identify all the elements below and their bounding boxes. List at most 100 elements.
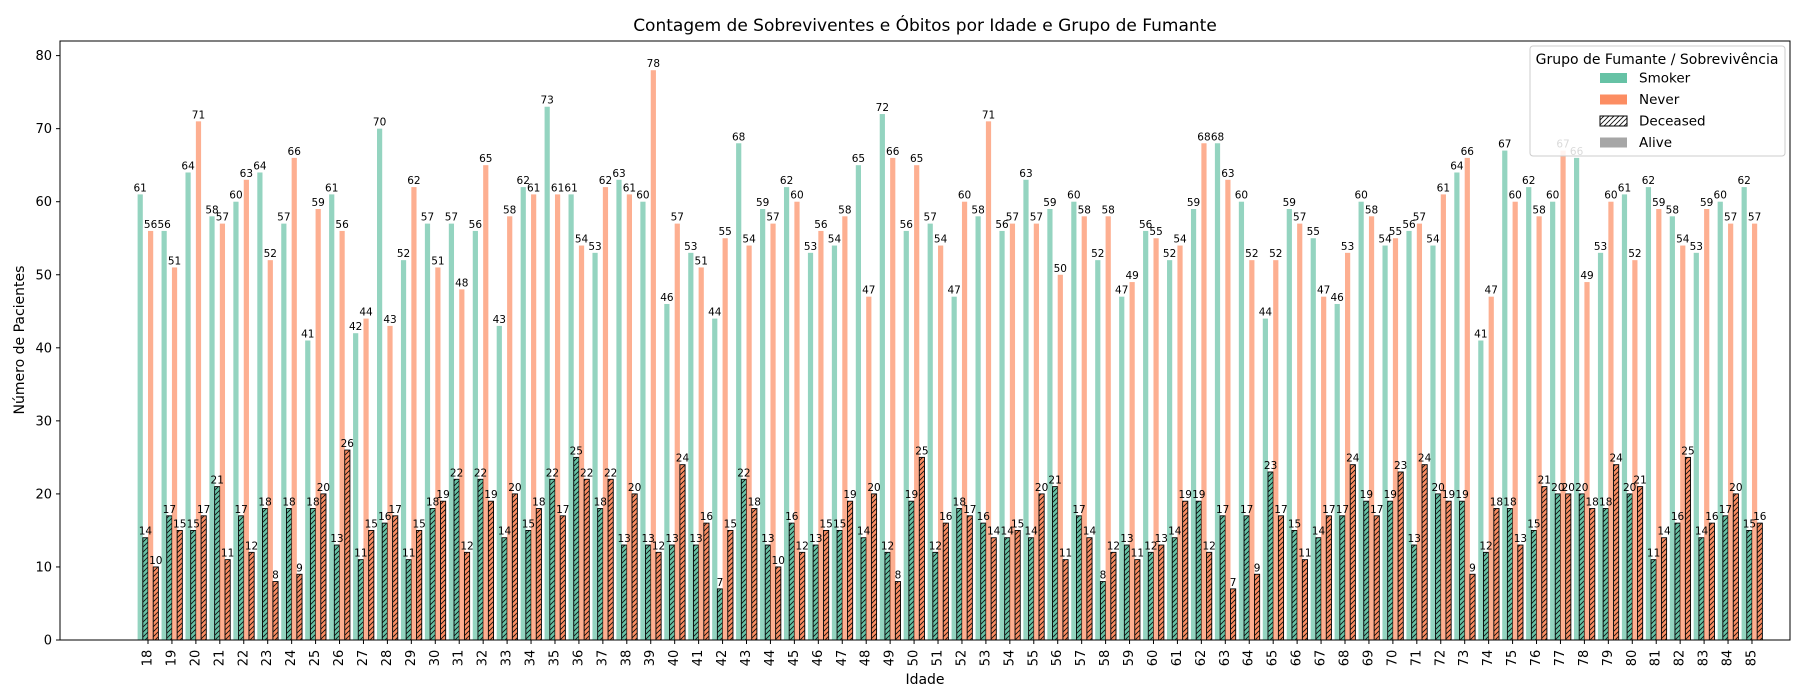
data-label-never-deceased-44: 10 [772,555,785,567]
data-label-never-deceased-52: 17 [963,504,976,516]
bar-smoker-deceased-58 [1099,581,1107,641]
data-label-never-alive-78: 49 [1580,270,1593,282]
bar-never-alive-42 [722,238,728,641]
x-tick-label-18: 18 [141,650,156,667]
data-label-smoker-deceased-29: 11 [402,548,415,560]
data-label-smoker-deceased-47: 15 [833,518,846,530]
data-label-never-deceased-36: 22 [580,467,593,479]
data-label-never-deceased-84: 20 [1729,482,1742,494]
bar-smoker-alive-70 [1382,245,1388,641]
bar-smoker-alive-82 [1669,216,1675,640]
data-label-never-deceased-32: 19 [484,489,497,501]
bar-never-alive-79 [1608,201,1614,640]
data-label-never-deceased-69: 17 [1370,504,1383,516]
bar-smoker-alive-74 [1478,340,1484,640]
legend-label-alive: Alive [1639,135,1672,151]
data-label-smoker-alive-72: 54 [1426,234,1440,246]
data-label-never-alive-23: 52 [264,248,277,260]
data-label-smoker-deceased-28: 16 [378,511,392,523]
x-tick-label-79: 79 [1601,650,1616,667]
bar-never-deceased-51 [942,522,949,641]
bar-smoker-alive-46 [807,252,814,640]
x-tick-label-53: 53 [978,650,993,667]
x-tick-label-23: 23 [260,650,275,667]
data-label-smoker-deceased-83: 14 [1695,526,1709,538]
bar-smoker-alive-47 [831,245,838,641]
bar-never-deceased-28 [392,515,399,641]
data-label-never-deceased-68: 24 [1346,453,1360,465]
y-tick-label-0: 0 [44,634,52,649]
bar-smoker-deceased-75 [1506,508,1514,641]
bar-never-deceased-50 [918,456,925,641]
data-label-never-alive-50: 65 [910,153,923,165]
bar-never-deceased-68 [1349,464,1356,641]
bar-smoker-alive-66 [1286,209,1292,640]
data-label-smoker-alive-28: 70 [373,117,386,129]
data-label-smoker-deceased-56: 21 [1048,475,1061,487]
data-label-smoker-alive-19: 56 [157,219,171,231]
data-label-smoker-deceased-40: 13 [665,533,678,545]
data-label-smoker-alive-36: 61 [564,182,577,194]
bar-smoker-alive-22 [233,201,239,640]
x-tick-label-38: 38 [619,650,634,667]
data-label-never-deceased-82: 25 [1681,445,1694,457]
bar-smoker-alive-58 [1095,260,1101,640]
data-label-smoker-deceased-23: 18 [258,497,271,509]
bar-smoker-deceased-82 [1674,522,1681,641]
x-tick-label-59: 59 [1122,650,1137,667]
data-label-smoker-deceased-59: 13 [1120,533,1133,545]
x-tick-label-43: 43 [739,650,754,667]
bar-smoker-alive-60 [1143,230,1149,640]
bar-never-deceased-19 [176,529,183,641]
data-label-smoker-deceased-53: 16 [977,511,991,523]
bar-smoker-deceased-83 [1698,537,1705,641]
data-label-never-deceased-74: 18 [1490,497,1503,509]
data-label-never-deceased-77: 20 [1562,482,1575,494]
data-label-never-deceased-56: 11 [1059,548,1072,560]
bar-never-alive-43 [746,245,752,641]
x-tick-label-48: 48 [859,650,874,667]
x-tick-label-44: 44 [763,650,778,667]
data-label-smoker-deceased-33: 14 [498,526,512,538]
bar-never-deceased-39 [655,551,662,641]
data-label-smoker-deceased-76: 15 [1527,518,1540,530]
data-label-never-deceased-20: 17 [197,504,210,516]
bar-never-alive-62 [1201,143,1207,640]
data-label-smoker-alive-80: 61 [1618,182,1631,194]
bar-smoker-alive-28 [377,128,383,640]
bar-smoker-deceased-73 [1459,500,1466,641]
data-label-smoker-alive-85: 62 [1737,175,1750,187]
data-label-never-deceased-48: 20 [867,482,880,494]
bar-never-alive-70 [1392,238,1399,641]
bar-smoker-alive-39 [640,201,646,640]
x-tick-label-25: 25 [308,650,323,667]
data-label-never-deceased-42: 15 [724,518,737,530]
bar-smoker-alive-77 [1550,201,1556,640]
data-label-smoker-alive-73: 64 [1450,160,1464,172]
data-label-smoker-deceased-18: 14 [139,526,153,538]
bar-smoker-deceased-45 [788,522,795,641]
bar-never-deceased-67 [1325,515,1332,641]
bar-smoker-alive-49 [879,114,885,641]
x-tick-label-46: 46 [811,650,826,667]
bar-smoker-deceased-48 [860,537,867,641]
x-tick-label-33: 33 [500,650,515,667]
data-label-smoker-deceased-61: 14 [1168,526,1182,538]
bar-smoker-alive-42 [712,318,718,640]
data-label-never-alive-65: 52 [1269,248,1282,260]
data-label-smoker-alive-75: 67 [1498,139,1511,151]
bar-smoker-deceased-43 [740,478,747,641]
bar-smoker-alive-75 [1502,150,1508,640]
data-label-never-alive-27: 44 [359,307,373,319]
bar-smoker-deceased-27 [357,559,364,641]
bar-smoker-alive-20 [185,172,191,641]
x-tick-label-51: 51 [931,650,946,667]
bar-never-deceased-77 [1565,493,1572,641]
bar-never-deceased-82 [1684,456,1692,641]
data-label-smoker-alive-79: 53 [1594,241,1607,253]
x-tick-label-50: 50 [907,650,922,667]
data-label-never-deceased-46: 15 [819,518,832,530]
bar-never-deceased-21 [224,559,231,641]
data-label-smoker-alive-29: 52 [397,248,410,260]
data-label-never-alive-41: 51 [695,255,708,267]
